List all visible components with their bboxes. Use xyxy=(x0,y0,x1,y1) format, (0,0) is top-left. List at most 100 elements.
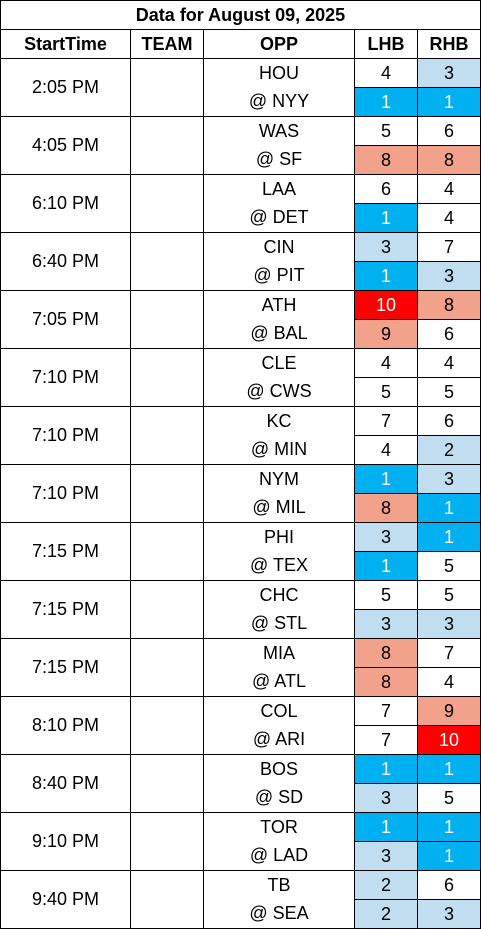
opp-cell: COL xyxy=(203,696,355,726)
start-time-cell: 7:15 PM xyxy=(0,638,131,697)
lhb-cell: 5 xyxy=(354,580,418,610)
table-title: Data for August 09, 2025 xyxy=(0,0,481,30)
lhb-cell: 1 xyxy=(354,754,418,784)
rhb-cell: 1 xyxy=(416,841,481,871)
rhb-cell: 5 xyxy=(416,580,481,610)
lhb-cell: 8 xyxy=(354,145,418,175)
team-cell xyxy=(130,696,204,755)
lhb-cell: 5 xyxy=(354,116,418,146)
table-row: 9:10 PM TOR 1 1 xyxy=(0,812,481,871)
rhb-cell: 6 xyxy=(416,319,481,349)
header-opp: OPP xyxy=(203,29,355,59)
opp-cell: CHC xyxy=(203,580,355,610)
rhb-cell: 8 xyxy=(416,145,481,175)
rhb-cell: 3 xyxy=(416,609,481,639)
rhb-cell: 1 xyxy=(416,812,481,842)
table-row: @ LAD 3 1 xyxy=(1,841,481,871)
lhb-cell: 1 xyxy=(354,464,418,494)
team-cell xyxy=(130,58,204,117)
rhb-cell: 3 xyxy=(416,464,481,494)
table-row: @ SF 8 8 xyxy=(1,145,481,175)
opp-cell: LAA xyxy=(203,174,355,204)
lhb-cell: 3 xyxy=(354,841,418,871)
start-time-cell: 2:05 PM xyxy=(0,58,131,117)
start-time-cell: 9:10 PM xyxy=(0,812,131,871)
rhb-cell: 4 xyxy=(416,667,481,697)
table-row: 7:05 PM ATH 10 8 xyxy=(0,290,481,349)
table-row: 7:10 PM KC 7 6 xyxy=(0,406,481,465)
start-time-cell: 7:15 PM xyxy=(0,522,131,581)
table-row: 7:10 PM NYM 1 3 xyxy=(0,464,481,523)
table-row: @ BAL 9 6 xyxy=(1,319,481,349)
table-row: @ PIT 1 3 xyxy=(1,261,481,291)
rhb-cell: 1 xyxy=(416,493,481,523)
opp-cell: BOS xyxy=(203,754,355,784)
rhb-cell: 1 xyxy=(416,87,481,117)
team-cell xyxy=(130,116,204,175)
rhb-cell: 5 xyxy=(416,377,481,407)
team-cell xyxy=(130,406,204,465)
lhb-cell: 5 xyxy=(354,377,418,407)
lhb-cell: 8 xyxy=(354,638,418,668)
rhb-cell: 3 xyxy=(416,58,481,88)
lhb-cell: 2 xyxy=(354,870,418,900)
table-row: 6:10 PM LAA 6 4 xyxy=(0,174,481,233)
lhb-cell: 7 xyxy=(354,406,418,436)
table-row: @ MIL 8 1 xyxy=(1,493,481,523)
team-cell xyxy=(130,174,204,233)
opp-cell: @ NYY xyxy=(203,87,355,117)
start-time-cell: 8:10 PM xyxy=(0,696,131,755)
opp-cell: @ MIL xyxy=(203,493,355,523)
header-lhb: LHB xyxy=(354,29,418,59)
opp-cell: @ LAD xyxy=(203,841,355,871)
start-time-cell: 7:15 PM xyxy=(0,580,131,639)
start-time-cell: 7:10 PM xyxy=(0,348,131,407)
opp-cell: HOU xyxy=(203,58,355,88)
team-cell xyxy=(130,522,204,581)
opp-cell: CLE xyxy=(203,348,355,378)
table-row: @ STL 3 3 xyxy=(1,609,481,639)
opp-cell: @ ARI xyxy=(203,725,355,755)
rhb-cell: 5 xyxy=(416,783,481,813)
opp-cell: PHI xyxy=(203,522,355,552)
opp-cell: @ SD xyxy=(203,783,355,813)
rhb-cell: 4 xyxy=(416,203,481,233)
table-row: @ NYY 1 1 xyxy=(1,87,481,117)
rhb-cell: 1 xyxy=(416,754,481,784)
table-row: @ SEA 2 3 xyxy=(1,899,481,929)
rhb-cell: 1 xyxy=(416,522,481,552)
table-row: 2:05 PM HOU 4 3 xyxy=(0,58,481,117)
opp-cell: MIA xyxy=(203,638,355,668)
rhb-cell: 5 xyxy=(416,551,481,581)
opp-cell: @ ATL xyxy=(203,667,355,697)
lhb-cell: 4 xyxy=(354,348,418,378)
start-time-cell: 6:10 PM xyxy=(0,174,131,233)
table-row: 7:15 PM CHC 5 5 xyxy=(0,580,481,639)
lhb-cell: 3 xyxy=(354,522,418,552)
header-starttime: StartTime xyxy=(0,29,131,59)
opp-cell: @ SEA xyxy=(203,899,355,929)
team-cell xyxy=(130,348,204,407)
opp-cell: @ STL xyxy=(203,609,355,639)
table-row: @ ARI 7 10 xyxy=(1,725,481,755)
opp-cell: WAS xyxy=(203,116,355,146)
title-row: Data for August 09, 2025 xyxy=(0,0,481,30)
lhb-cell: 6 xyxy=(354,174,418,204)
lhb-cell: 3 xyxy=(354,783,418,813)
opp-cell: TOR xyxy=(203,812,355,842)
opp-cell: @ BAL xyxy=(203,319,355,349)
rhb-cell: 3 xyxy=(416,261,481,291)
table-row: 4:05 PM WAS 5 6 xyxy=(0,116,481,175)
opp-cell: ATH xyxy=(203,290,355,320)
team-cell xyxy=(130,464,204,523)
team-cell xyxy=(130,290,204,349)
opp-cell: @ MIN xyxy=(203,435,355,465)
table-row: 7:15 PM MIA 8 7 xyxy=(0,638,481,697)
table-row: 8:10 PM COL 7 9 xyxy=(0,696,481,755)
rhb-cell: 7 xyxy=(416,232,481,262)
lhb-cell: 4 xyxy=(354,435,418,465)
team-cell xyxy=(130,232,204,291)
rhb-cell: 2 xyxy=(416,435,481,465)
lhb-cell: 7 xyxy=(354,696,418,726)
